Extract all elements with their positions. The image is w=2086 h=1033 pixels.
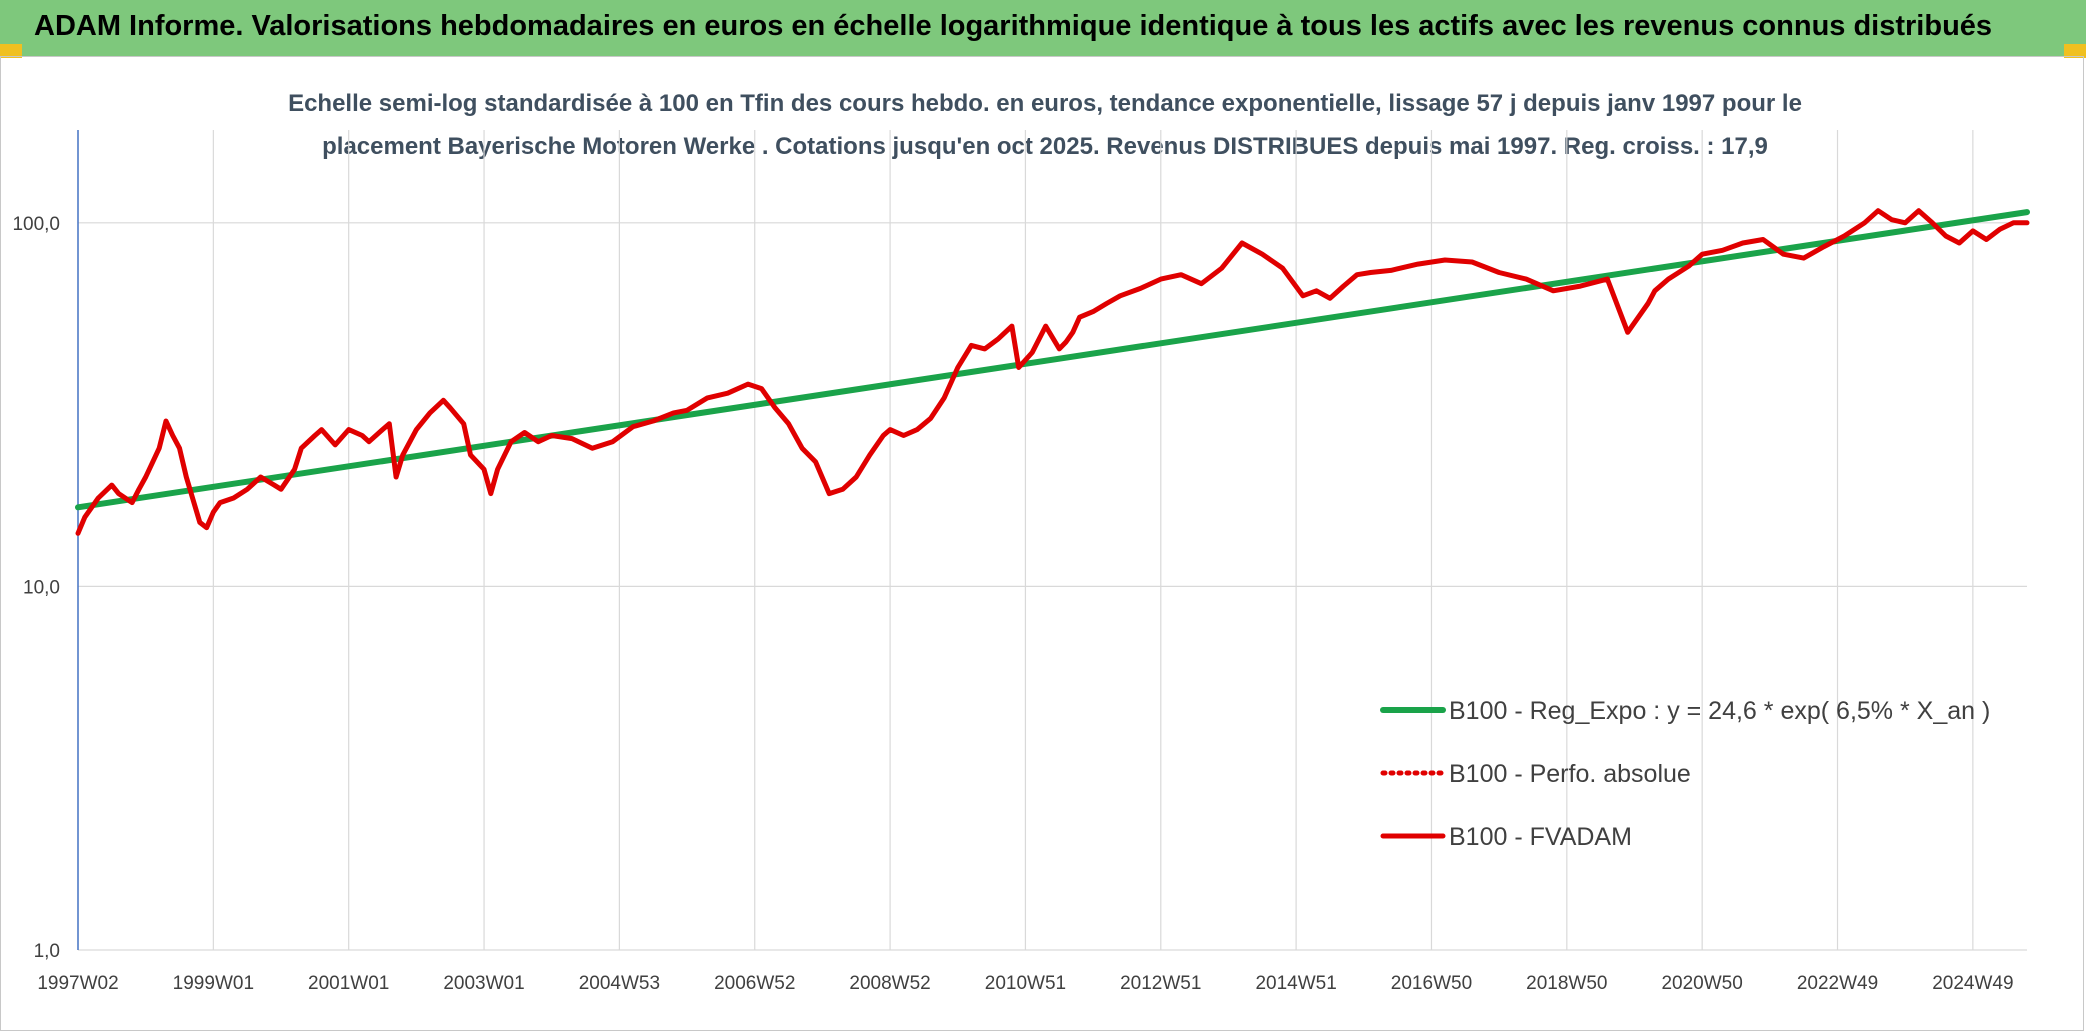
x-tick-label: 2018W50	[1526, 973, 1607, 994]
x-tick-label: 2020W50	[1661, 973, 1742, 994]
legend-entry-label: B100 - Reg_Expo : y = 24,6 * exp( 6,5% *…	[1449, 697, 1990, 725]
corner-marker-top-left	[0, 44, 22, 58]
y-tick-label: 1,0	[34, 941, 60, 962]
title-bar: ADAM Informe. Valorisations hebdomadaire…	[0, 0, 2086, 56]
chart-subtitle-line-2: placement Bayerische Motoren Werke . Cot…	[322, 133, 1768, 160]
x-tick-label: 2024W49	[1932, 973, 2013, 994]
chart-subtitle-line-1: Echelle semi-log standardisée à 100 en T…	[288, 90, 1802, 117]
fvadam-line	[75, 208, 2030, 536]
report-title: ADAM Informe. Valorisations hebdomadaire…	[34, 10, 1993, 42]
y-tick-label: 100,0	[12, 214, 60, 235]
x-tick-label: 2016W50	[1391, 973, 1472, 994]
legend-entry-label: B100 - FVADAM	[1449, 823, 1632, 851]
x-tick-label: 2012W51	[1120, 973, 1201, 994]
x-tick-label: 1999W01	[173, 973, 254, 994]
x-tick-label: 2006W52	[714, 973, 795, 994]
x-tick-label: 2022W49	[1797, 973, 1878, 994]
x-tick-label: 2004W53	[579, 973, 660, 994]
x-tick-label: 1997W02	[37, 973, 118, 994]
x-tick-label: 2010W51	[985, 973, 1066, 994]
corner-marker-top-right	[2064, 44, 2086, 58]
x-tick-label: 2001W01	[308, 973, 389, 994]
trend-line	[75, 209, 2030, 511]
x-tick-label: 2014W51	[1255, 973, 1336, 994]
x-tick-label: 2008W52	[849, 973, 930, 994]
chart-frame	[0, 56, 2084, 1031]
legend-entry-label: B100 - Perfo. absolue	[1449, 760, 1691, 788]
x-tick-label: 2003W01	[443, 973, 524, 994]
y-tick-label: 10,0	[23, 577, 60, 598]
